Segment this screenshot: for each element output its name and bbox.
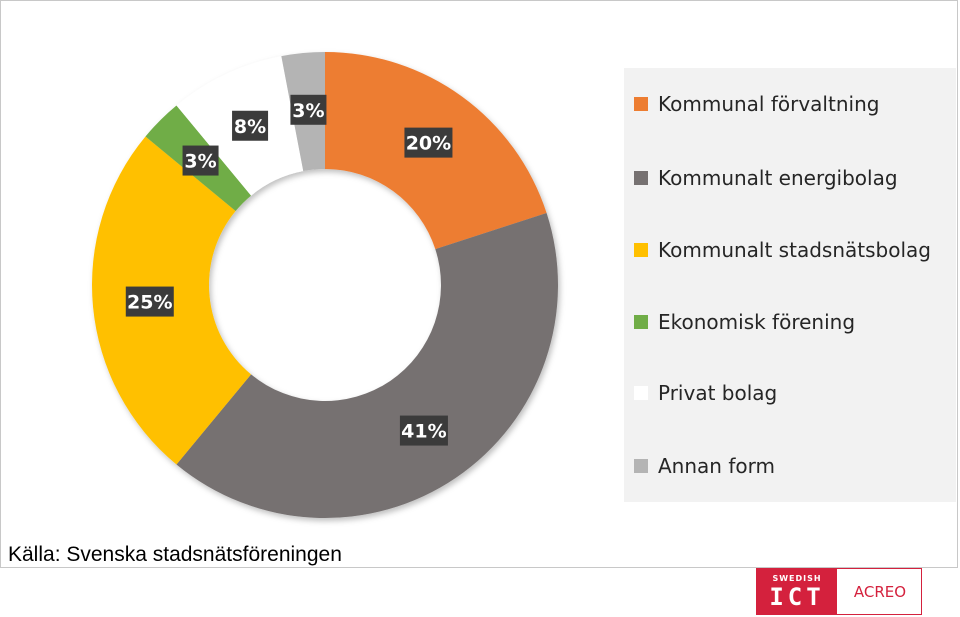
svg-text:3%: 3%	[184, 151, 216, 173]
legend-label: Kommunal förvaltning	[658, 92, 880, 116]
logo-swedish-text: SWEDISH	[772, 574, 822, 583]
legend-label: Kommunalt stadsnätsbolag	[658, 238, 931, 262]
legend-item-privat-bolag: Privat bolag	[634, 378, 777, 408]
svg-text:20%: 20%	[406, 133, 451, 155]
logo-acreo-text: ACREO	[853, 582, 907, 601]
swedish-ict-acreo-logo: SWEDISH ICT ACREO	[756, 568, 922, 615]
legend-swatch	[634, 97, 648, 111]
legend-label: Kommunalt energibolag	[658, 166, 898, 190]
legend-item-annan-form: Annan form	[634, 451, 775, 481]
data-label-annan-form: 3%	[290, 94, 327, 125]
slice-kommunalt-energibolag	[176, 212, 558, 519]
legend-item-kommunal-forvaltning: Kommunal förvaltning	[634, 89, 879, 119]
svg-text:3%: 3%	[292, 100, 324, 122]
legend-item-ekonomisk-forening: Ekonomisk förening	[634, 307, 855, 337]
legend-swatch	[634, 243, 648, 257]
legend-swatch	[634, 171, 648, 185]
logo-ict-text: ICT	[769, 583, 825, 611]
legend: Kommunal förvaltning Kommunalt energibola…	[624, 68, 956, 502]
logo-ict-block: SWEDISH ICT	[757, 569, 837, 614]
data-label-ekonomisk-forening: 3%	[182, 145, 219, 176]
legend-label: Privat bolag	[658, 381, 778, 405]
svg-text:41%: 41%	[401, 421, 446, 443]
svg-text:8%: 8%	[234, 116, 266, 138]
legend-swatch	[634, 315, 648, 329]
svg-text:25%: 25%	[127, 292, 172, 314]
source-note: Källa: Svenska stadsnätsföreningen	[8, 543, 342, 566]
donut-chart: 20% 41% 25% 3% 8% 3%	[91, 52, 558, 519]
legend-item-kommunalt-stadsnatsbolag: Kommunalt stadsnätsbolag	[634, 235, 931, 265]
legend-item-kommunalt-energibolag: Kommunalt energibolag	[634, 163, 898, 193]
data-label-kommunalt-energibolag: 41%	[399, 415, 448, 446]
data-label-kommunal-forvaltning: 20%	[404, 127, 453, 158]
legend-swatch	[634, 459, 648, 473]
legend-label: Ekonomisk förening	[658, 310, 856, 334]
legend-label: Annan form	[658, 454, 775, 478]
legend-swatch	[634, 386, 648, 400]
data-label-privat-bolag: 8%	[232, 110, 269, 141]
data-label-kommunalt-stadsnatsbolag: 25%	[125, 286, 174, 317]
